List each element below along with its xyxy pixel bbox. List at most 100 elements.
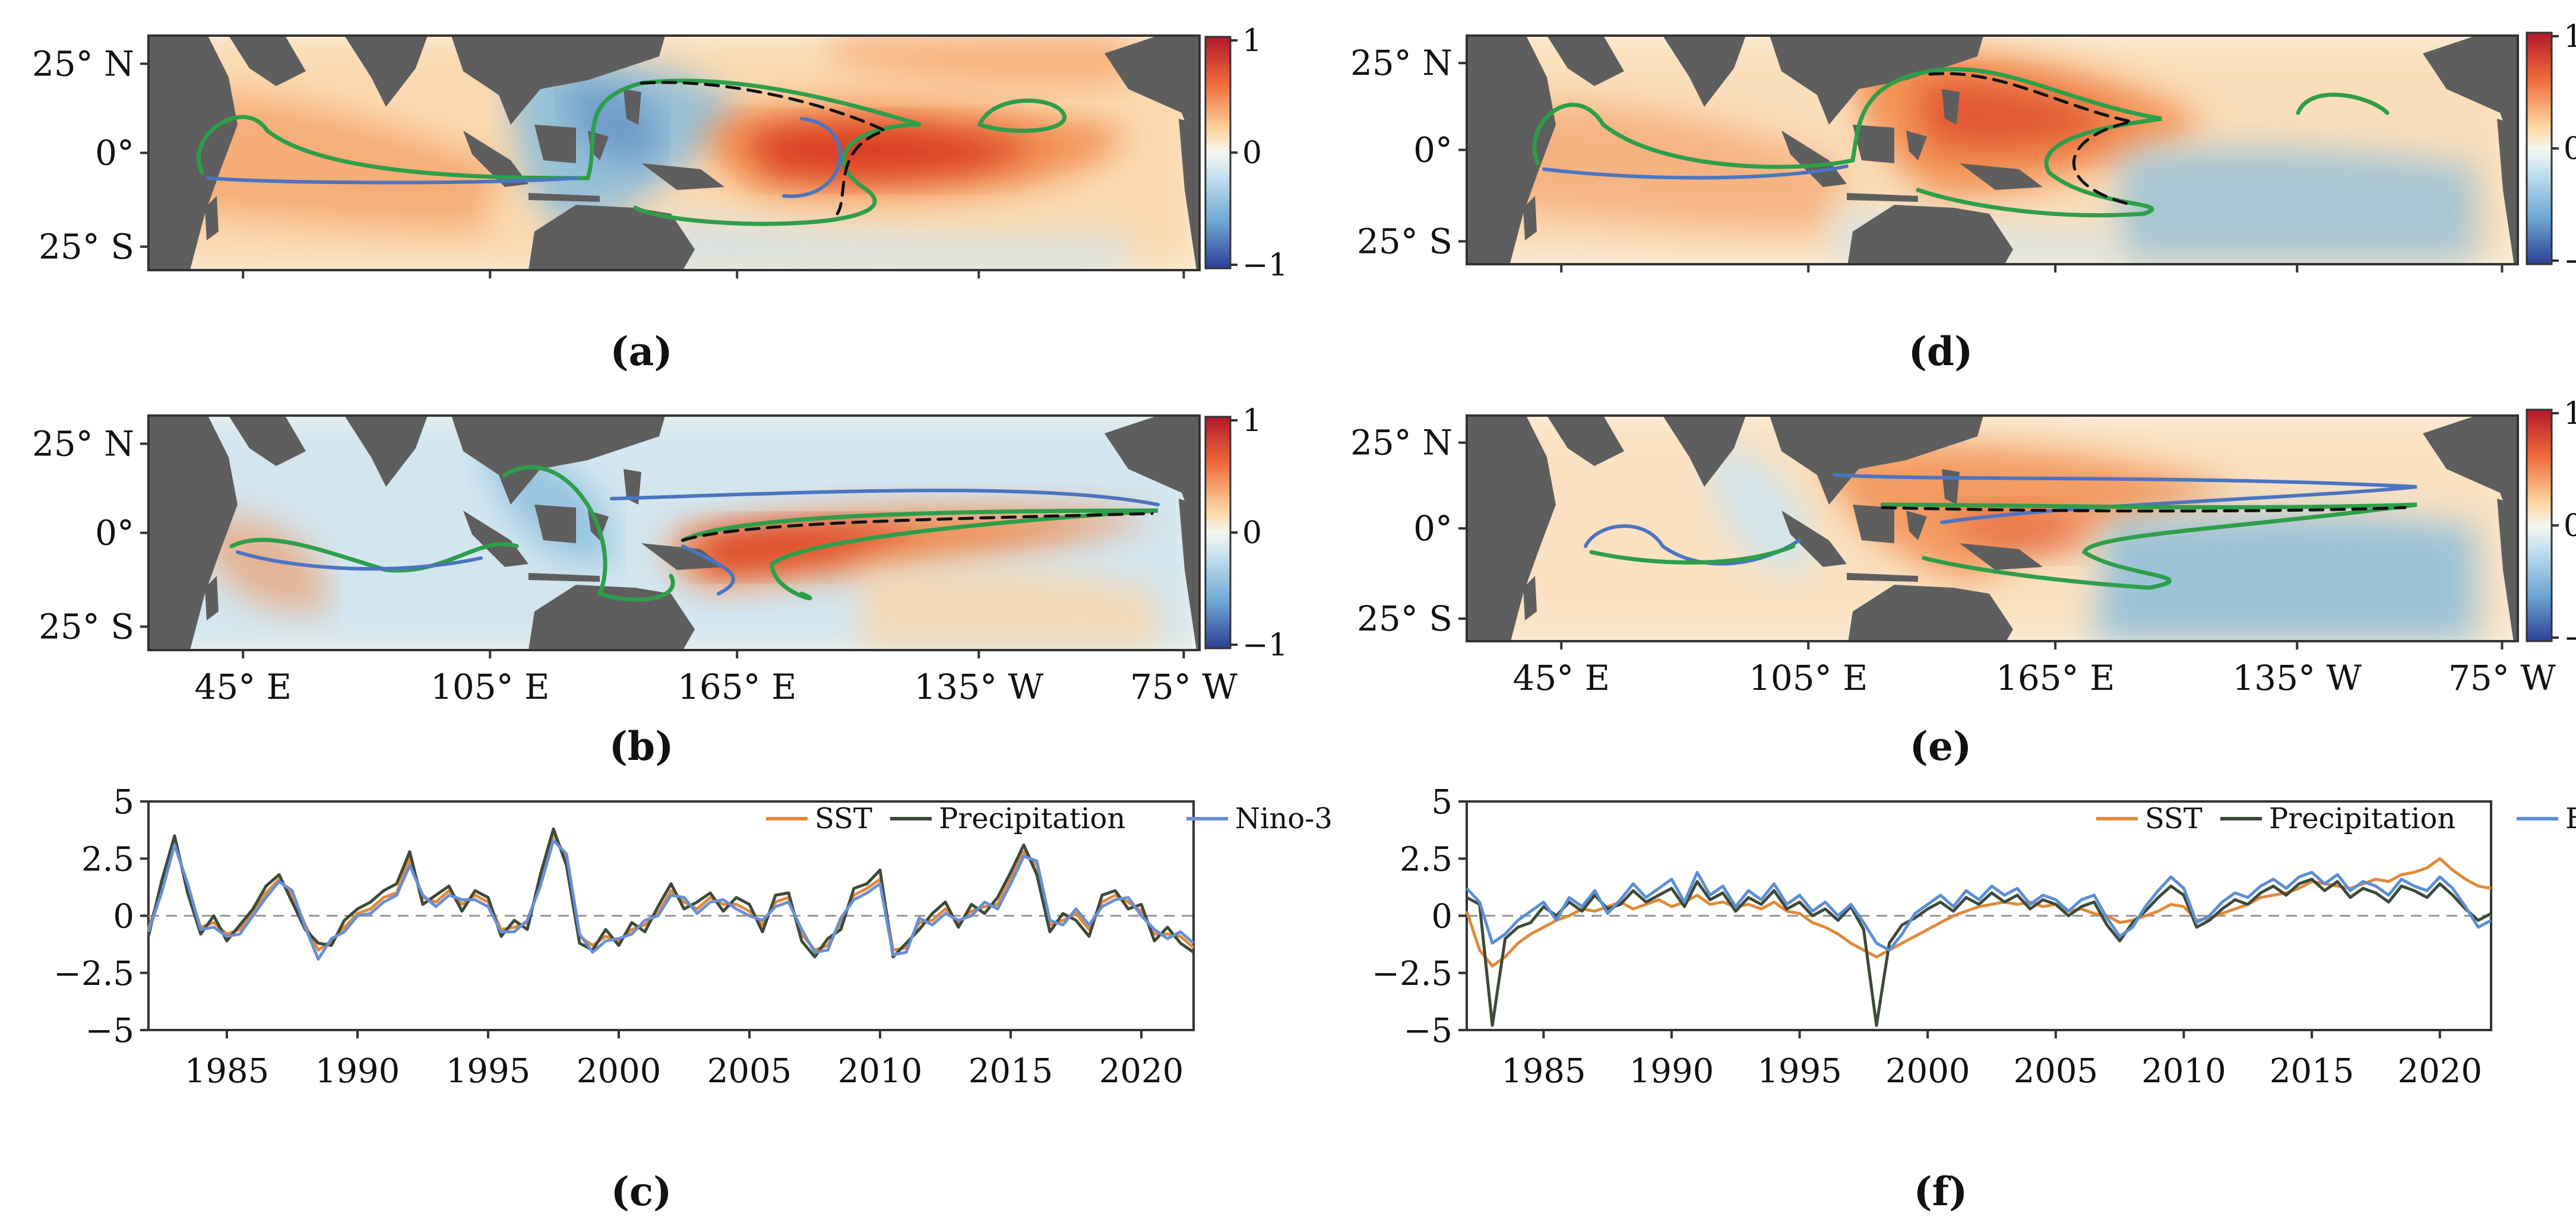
y-tick-label: −2.5 (53, 955, 134, 993)
contour-line (640, 81, 889, 216)
colorbar-tick-label: −1 (2564, 620, 2576, 656)
lat-tick-label: 0° (95, 513, 134, 553)
x-tick-label: 1995 (446, 1052, 531, 1091)
y-tick-label: −5 (85, 1012, 134, 1050)
y-tick-label: −5 (1403, 1012, 1452, 1050)
contour-line (1928, 72, 2134, 207)
x-tick-label: 2015 (2270, 1052, 2355, 1091)
legend-entry: EMI (2565, 802, 2576, 835)
contour-line (236, 550, 483, 571)
land-india (1663, 36, 1746, 107)
x-tick-label: 2010 (838, 1052, 923, 1091)
land-india (1663, 416, 1746, 487)
charts-layer: 5 2.5 0 −2.5 −5 1985 1990 1995 2000 2005 2010 2015 2… (53, 783, 2576, 1215)
y-tick-label: 5 (1431, 783, 1452, 822)
contour-line (206, 176, 578, 185)
y-tick-label: 2.5 (1400, 840, 1452, 879)
colorbar-tick-label: 1 (2564, 19, 2576, 55)
lon-tick-label: 165° E (1996, 658, 2115, 698)
lat-tick-label: 0° (1413, 508, 1452, 549)
colorbar (2526, 31, 2553, 265)
contour-line (681, 512, 1154, 542)
x-tick-label: 1985 (1501, 1052, 1586, 1091)
land-africa (148, 416, 238, 650)
panel-caption-d: (d) (1909, 328, 1973, 375)
line-chart-f: 5 2.5 0 −2.5 −5 1985 1990 1995 2000 2005 2010 2015 2… (1372, 783, 2576, 1215)
legend-entry: Precipitation (2269, 802, 2455, 835)
lon-tick-label: 135° W (2232, 658, 2362, 698)
maps-layer: 25° N 0° 25° S 1 0 −1 (a) 25° N 0° 25° S 45° E 105°… (32, 19, 2576, 769)
panel-caption-c: (c) (611, 1168, 672, 1215)
chart-frame (1466, 800, 2492, 1031)
legend-entry: SST (815, 802, 872, 835)
colorbar-tick-label: −1 (1242, 628, 1288, 663)
x-tick-label: 2005 (707, 1052, 792, 1091)
land-india (344, 416, 428, 487)
land-india (344, 36, 428, 107)
lat-tick-label: 25° N (1350, 423, 1452, 463)
contour-line (197, 78, 922, 226)
contour-line (2296, 93, 2390, 115)
panel-caption-b: (b) (609, 723, 674, 769)
x-tick-label: 2000 (577, 1052, 662, 1091)
lon-tick-label: 45° E (1513, 658, 1610, 698)
colorbar (2526, 408, 2553, 642)
colorbar-tick-label: 0 (2564, 508, 2576, 544)
x-tick-label: 2020 (2397, 1052, 2482, 1091)
contour-line (681, 544, 735, 595)
land-americas (1105, 36, 1200, 160)
colorbar-tick-label: 1 (1242, 403, 1262, 439)
series-line-sst (147, 832, 1195, 952)
contour-line (1589, 544, 1796, 565)
colorbar-tick-label: 0 (2564, 131, 2576, 167)
colorbar-tick-label: 1 (2564, 396, 2576, 432)
y-tick-label: −2.5 (1372, 955, 1452, 993)
colorbar-tick-label: −1 (1242, 248, 1288, 283)
lon-tick-label: 75° W (2448, 658, 2556, 698)
contour-line (681, 508, 1159, 601)
lat-tick-label: 25° N (1350, 43, 1452, 83)
colorbar (1204, 416, 1232, 649)
colorbar-tick-label: 0 (1242, 135, 1262, 171)
legend-entry: Precipitation (939, 802, 1125, 835)
lon-tick-label: 45° E (195, 667, 292, 707)
x-tick-label: 2005 (2014, 1052, 2099, 1091)
series-line-sst (1465, 857, 2492, 968)
y-tick-label: 2.5 (81, 840, 134, 879)
x-tick-label: 2020 (1099, 1052, 1184, 1091)
lat-tick-label: 0° (95, 133, 134, 173)
colorbar-tick-label: −1 (2564, 243, 2576, 279)
land-africa (148, 36, 238, 270)
land-africa (1467, 416, 1556, 641)
y-tick-label: 5 (113, 783, 134, 822)
land-australia (1847, 205, 2013, 264)
land-americas (2423, 36, 2518, 160)
x-tick-label: 2010 (2141, 1052, 2226, 1091)
map-panel-d: 25° N 0° 25° S 1 0 −1 (d) (1350, 19, 2576, 375)
lon-tick-label: 165° E (678, 667, 796, 707)
contour-line (1881, 506, 2407, 513)
y-tick-label: 0 (113, 898, 134, 936)
lon-tick-label: 105° E (431, 667, 549, 707)
lat-tick-label: 25° S (39, 227, 134, 267)
panel-caption-a: (a) (610, 328, 672, 375)
land-australia (1848, 585, 2013, 641)
lat-tick-label: 25° N (32, 43, 134, 84)
series-line-emi (1466, 870, 2492, 952)
land-americas (1105, 416, 1200, 540)
land-australia (529, 205, 695, 270)
lon-tick-label: 105° E (1749, 658, 1868, 698)
contour-line (782, 117, 842, 198)
series-line-precipitation (147, 827, 1195, 959)
legend-entry: SST (2145, 802, 2202, 835)
lon-tick-label: 135° W (914, 667, 1043, 707)
lat-tick-label: 25° S (1357, 221, 1452, 262)
panel-caption-e: (e) (1910, 723, 1971, 769)
lat-tick-label: 25° N (32, 423, 134, 464)
x-tick-label: 1990 (315, 1052, 400, 1091)
lat-tick-label: 0° (1413, 130, 1452, 170)
map-panel-b: 25° N 0° 25° S 45° E 105° E 165° E 135° W 75° W… (32, 403, 1288, 769)
lon-tick-label: 75° W (1130, 667, 1238, 707)
x-tick-label: 1985 (185, 1052, 270, 1091)
